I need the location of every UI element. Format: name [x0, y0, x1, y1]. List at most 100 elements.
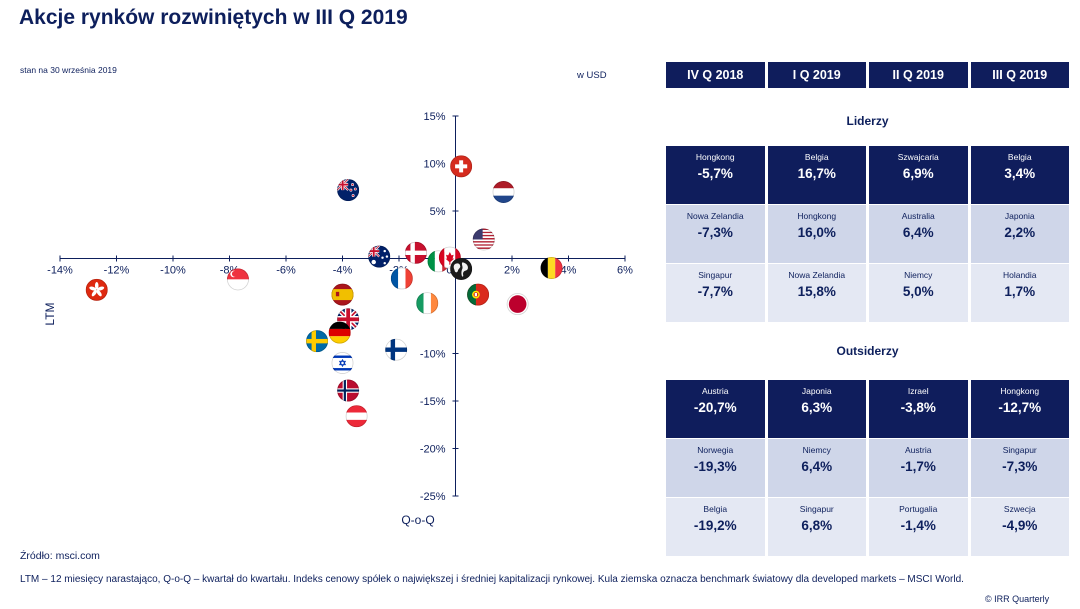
country-name: Hongkong — [797, 211, 837, 221]
table-cell: Belgia 16,7% — [767, 146, 866, 204]
table-cell: Singapur -7,3% — [970, 439, 1069, 497]
return-value: -5,7% — [697, 166, 733, 181]
table-cell: Izrael -3,8% — [869, 380, 968, 438]
portugal-flag — [467, 283, 490, 306]
country-name: Portugalia — [899, 504, 938, 514]
ireland-flag — [416, 292, 439, 315]
return-value: 1,7% — [1004, 284, 1036, 299]
table-cell: Hongkong 16,0% — [767, 205, 866, 263]
table-cell: Australia 6,4% — [869, 205, 968, 263]
usa-flag — [472, 228, 495, 251]
return-value: -19,2% — [693, 518, 737, 533]
country-name: Izrael — [907, 386, 929, 396]
spain-flag — [331, 283, 354, 306]
source-note: Źródło: msci.com — [20, 550, 100, 562]
israel-flag — [331, 352, 354, 374]
return-value: -1,7% — [900, 459, 936, 474]
return-value: 16,7% — [797, 166, 836, 181]
country-name: Nowa Zelandia — [686, 211, 744, 221]
country-name: Niemcy — [802, 445, 831, 455]
return-value: 6,3% — [801, 400, 833, 415]
table-cell: Norwegia -19,3% — [666, 439, 765, 497]
x-tick-label: -10% — [160, 265, 186, 277]
return-value: -7,3% — [1002, 459, 1038, 474]
uk-flag — [337, 308, 360, 331]
table-cell: Belgia 3,4% — [970, 146, 1069, 204]
quarter-header: III Q 2019 — [970, 62, 1069, 88]
performance-table: IV Q 2018 I Q 2019 II Q 2019 III Q 2019 … — [666, 62, 1069, 557]
quarter-header: II Q 2019 — [869, 62, 968, 88]
return-value: 16,0% — [797, 225, 836, 240]
germany-flag — [328, 321, 351, 344]
table-cell: Szwajcaria 6,9% — [869, 146, 968, 204]
return-value: 3,4% — [1004, 166, 1036, 181]
x-tick-label: 4% — [561, 265, 577, 277]
new-zealand-flag — [337, 179, 360, 202]
country-name: Singapur — [1002, 445, 1037, 455]
table-cell: Singapur -7,7% — [666, 264, 765, 322]
country-name: Norwegia — [697, 445, 734, 455]
outsiders-block: Austria -20,7% Japonia 6,3% Izrael -3,8% Hongk… — [666, 380, 1069, 556]
country-name: Singapur — [698, 270, 733, 280]
table-cell: Belgia -19,2% — [666, 498, 765, 556]
table-cell: Singapur 6,8% — [767, 498, 866, 556]
table-cell: Hongkong -5,7% — [666, 146, 765, 204]
y-tick-label: 5% — [430, 206, 446, 218]
country-name: Nowa Zelandia — [788, 270, 846, 280]
table-cell: Szwecja -4,9% — [970, 498, 1069, 556]
country-name: Singapur — [799, 504, 834, 514]
return-value: 15,8% — [797, 284, 836, 299]
return-value: 6,8% — [801, 518, 833, 533]
country-name: Austria — [905, 445, 932, 455]
singapore-flag — [226, 268, 249, 291]
y-tick-label: 15% — [423, 111, 445, 123]
finland-flag — [385, 338, 408, 361]
country-name: Austria — [702, 386, 729, 396]
x-tick-label: 2% — [504, 265, 520, 277]
country-name: Hongkong — [695, 152, 735, 162]
table-cell: Japonia 6,3% — [767, 380, 866, 438]
return-value: -4,9% — [1002, 518, 1038, 533]
y-tick-label: -25% — [420, 491, 446, 503]
table-cell: Holandia 1,7% — [970, 264, 1069, 322]
table-cell: Nowa Zelandia 15,8% — [767, 264, 866, 322]
table-cell: Niemcy 6,4% — [767, 439, 866, 497]
table-cell: Portugalia -1,4% — [869, 498, 968, 556]
country-name: Australia — [901, 211, 935, 221]
return-value: 6,4% — [902, 225, 934, 240]
table-cell: Japonia 2,2% — [970, 205, 1069, 263]
outsiders-title: Outsiderzy — [836, 344, 899, 358]
quarter-header: IV Q 2018 — [666, 62, 765, 88]
return-value: -20,7% — [693, 400, 737, 415]
page-title: Akcje rynków rozwiniętych w III Q 2019 — [19, 6, 408, 29]
table-row: Austria -20,7% Japonia 6,3% Izrael -3,8% Hongk… — [666, 380, 1069, 438]
return-value: -3,8% — [900, 400, 936, 415]
country-name: Holandia — [1002, 270, 1037, 280]
return-value: 5,0% — [902, 284, 934, 299]
return-value: -7,7% — [697, 284, 733, 299]
country-name: Japonia — [801, 386, 832, 396]
return-value: 6,9% — [902, 166, 934, 181]
denmark-flag — [404, 241, 427, 264]
y-tick-label: 10% — [423, 159, 445, 171]
table-row: Norwegia -19,3% Niemcy 6,4% Austria -1,7% Sing… — [666, 439, 1069, 497]
norway-flag — [337, 379, 360, 402]
y-tick-label: -20% — [420, 444, 446, 456]
return-value: -1,4% — [900, 518, 936, 533]
return-value: -19,3% — [693, 459, 737, 474]
table-row: Singapur -7,7% Nowa Zelandia 15,8% Niemcy 5,0… — [666, 264, 1069, 322]
y-axis-title: LTM — [43, 302, 57, 325]
x-tick-label: -6% — [276, 265, 296, 277]
table-row: Nowa Zelandia -7,3% Hongkong 16,0% Australia… — [666, 205, 1069, 263]
x-tick-label: 0 — [446, 265, 452, 277]
table-cell: Niemcy 5,0% — [869, 264, 968, 322]
country-name: Belgia — [703, 504, 728, 514]
return-value: 6,4% — [801, 459, 833, 474]
table-row: Belgia -19,2% Singapur 6,8% Portugalia -1,4% S… — [666, 498, 1069, 556]
table-cell: Austria -20,7% — [666, 380, 765, 438]
leaders-title: Liderzy — [846, 114, 889, 128]
x-tick-label: -4% — [333, 265, 353, 277]
france-flag — [390, 267, 413, 290]
netherlands-flag — [492, 181, 515, 203]
return-value: 2,2% — [1004, 225, 1036, 240]
